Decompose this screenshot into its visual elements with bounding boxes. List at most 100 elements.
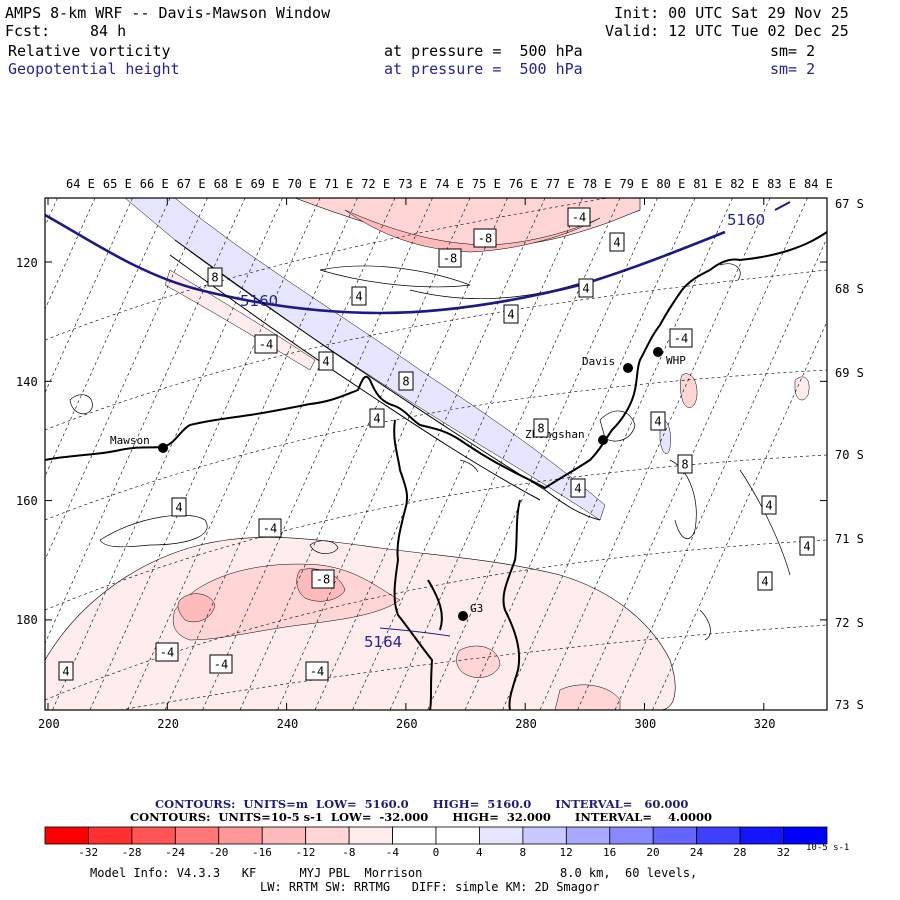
- vorticity-label-box: [473, 228, 497, 248]
- longitude-label: 67 E: [176, 177, 206, 191]
- colorbar-tick-label: -32: [78, 846, 99, 859]
- graticule-line: [0, 198, 20, 710]
- secondary-coast: [169, 239, 601, 521]
- vorticity-label-box: [799, 536, 815, 556]
- colorbar-cell: [783, 826, 828, 845]
- height-label: 5160: [240, 292, 278, 310]
- vorticity-label-box: [58, 661, 74, 681]
- vorticity-label-box: [503, 304, 519, 324]
- colorbar-cell: [609, 826, 654, 845]
- vorticity-label-box: [398, 371, 414, 391]
- vorticity-label: 8: [681, 458, 688, 472]
- vorticity-label-box: [209, 654, 233, 674]
- latitude-label: 72 S: [835, 616, 864, 630]
- vorticity-label: 4: [582, 282, 589, 296]
- grid-y-label: 180: [16, 613, 38, 627]
- height-label: 5160: [727, 211, 765, 229]
- grid-x-label: 280: [515, 717, 537, 731]
- vorticity-label-box: [570, 478, 586, 498]
- vorticity-label-box: [369, 408, 385, 428]
- station-label-davis: Davis: [582, 355, 615, 368]
- vorticity-label-box: [757, 571, 773, 591]
- height-label: 5164: [364, 633, 402, 651]
- colorbar-tick-label: 4: [476, 846, 483, 859]
- model-info: Model Info: V4.3.3 KF MYJ PBL Morrison: [90, 866, 423, 880]
- grid-y-label: 160: [16, 494, 38, 508]
- colorbar-cell: [479, 826, 524, 845]
- vorticity-label-box: [318, 351, 334, 371]
- colorbar-cell: [44, 826, 89, 845]
- vorticity-label: 4: [62, 665, 69, 679]
- longitude-label: 75 E: [471, 177, 501, 191]
- colorbar-cell: [218, 826, 263, 845]
- graticule-line: [45, 198, 58, 227]
- vorticity-label-box: [578, 278, 594, 298]
- vorticity-labels: -4 -8 -8 4 4 4 4 8 -4 4 8 -4 4 8 4 8 4 4 4 -4 -8 4 -4 -4 -4 4 4: [58, 207, 815, 681]
- colorbar-tick-label: -4: [385, 846, 399, 859]
- vorticity-label-box: [311, 569, 335, 589]
- colorbar-tick-label: 8: [519, 846, 527, 859]
- init-time: Init: 00 UTC Sat 29 Nov 25: [614, 4, 849, 22]
- field-smooth-vorticity: sm= 2: [770, 42, 816, 60]
- vorticity-label: -4: [214, 658, 228, 672]
- field-name-height: Geopotential height: [8, 60, 180, 78]
- longitude-label: 71 E: [324, 177, 354, 191]
- longitude-label: 84 E: [804, 177, 833, 191]
- station-label-g3: G3: [470, 602, 483, 615]
- model-title: AMPS 8-km WRF -- Davis-Mawson Window: [5, 4, 331, 22]
- colorbar-cell: [392, 826, 437, 845]
- vorticity-label: 8: [402, 375, 409, 389]
- model-physics: LW: RRTM SW: RRTMG DIFF: simple KM: 2D S…: [260, 880, 600, 894]
- vorticity-label: 4: [175, 501, 182, 515]
- longitude-label: 83 E: [767, 177, 796, 191]
- colorbar-cell: [348, 826, 393, 845]
- vorticity-label: 4: [373, 412, 380, 426]
- graticule-line: [45, 369, 827, 521]
- colorbar-cell: [522, 826, 567, 845]
- model-resolution: 8.0 km, 60 levels,: [560, 866, 698, 880]
- longitude-label: 70 E: [287, 177, 317, 191]
- vorticity-label-box: [207, 267, 223, 287]
- grid-x-label: 300: [634, 717, 657, 731]
- field-name-vorticity: Relative vorticity: [8, 42, 171, 60]
- colorbar-tick-label: -20: [208, 846, 229, 859]
- vorticity-label: -4: [263, 522, 277, 536]
- vorticity-label-box: [254, 334, 278, 354]
- station-marker-davis: [623, 363, 633, 373]
- station-label-mawson: Mawson: [110, 434, 150, 447]
- vorticity-label-box: [609, 232, 625, 252]
- vorticity-label-box: [351, 286, 367, 306]
- colorbar-cell: [261, 826, 307, 845]
- colorbar-cell: [565, 826, 611, 845]
- vorticity-label-box: [567, 207, 591, 227]
- station-marker-whp: [653, 347, 663, 357]
- vorticity-label: -4: [674, 332, 688, 346]
- vorticity-label-box: [533, 418, 549, 438]
- grid-x-label: 240: [276, 717, 299, 731]
- vorticity-label: 4: [803, 540, 810, 554]
- vorticity-label-box: [761, 495, 777, 515]
- vorticity-label: -4: [310, 665, 324, 679]
- vorticity-label: 4: [322, 355, 329, 369]
- colorbar-tick-label: 12: [559, 846, 573, 859]
- colorbar-cell: [88, 826, 133, 845]
- longitude-label: 81 E: [693, 177, 723, 191]
- forecast-hours: 84 h: [90, 22, 127, 40]
- colorbar-cell: [305, 826, 350, 845]
- vorticity-label: 8: [537, 422, 544, 436]
- colorbar-tick-label: -8: [342, 846, 356, 859]
- latitude-label: 67 S: [835, 197, 864, 211]
- colorbar-tick-label: 20: [646, 846, 660, 859]
- vorticity-label-box: [258, 518, 282, 538]
- latitude-label: 71 S: [835, 532, 864, 546]
- coastline: [45, 231, 827, 710]
- longitude-label: 73 E: [398, 177, 427, 191]
- grid-x-label: 220: [157, 717, 179, 731]
- field-smooth-height: sm= 2: [770, 60, 816, 78]
- height-contours: [45, 201, 791, 315]
- grid-x-label: 320: [753, 717, 776, 731]
- station-marker-mawson: [158, 443, 168, 453]
- colorbar-cell: [131, 826, 176, 845]
- grid-y-label: 140: [16, 375, 38, 389]
- longitude-label: 80 E: [656, 177, 686, 191]
